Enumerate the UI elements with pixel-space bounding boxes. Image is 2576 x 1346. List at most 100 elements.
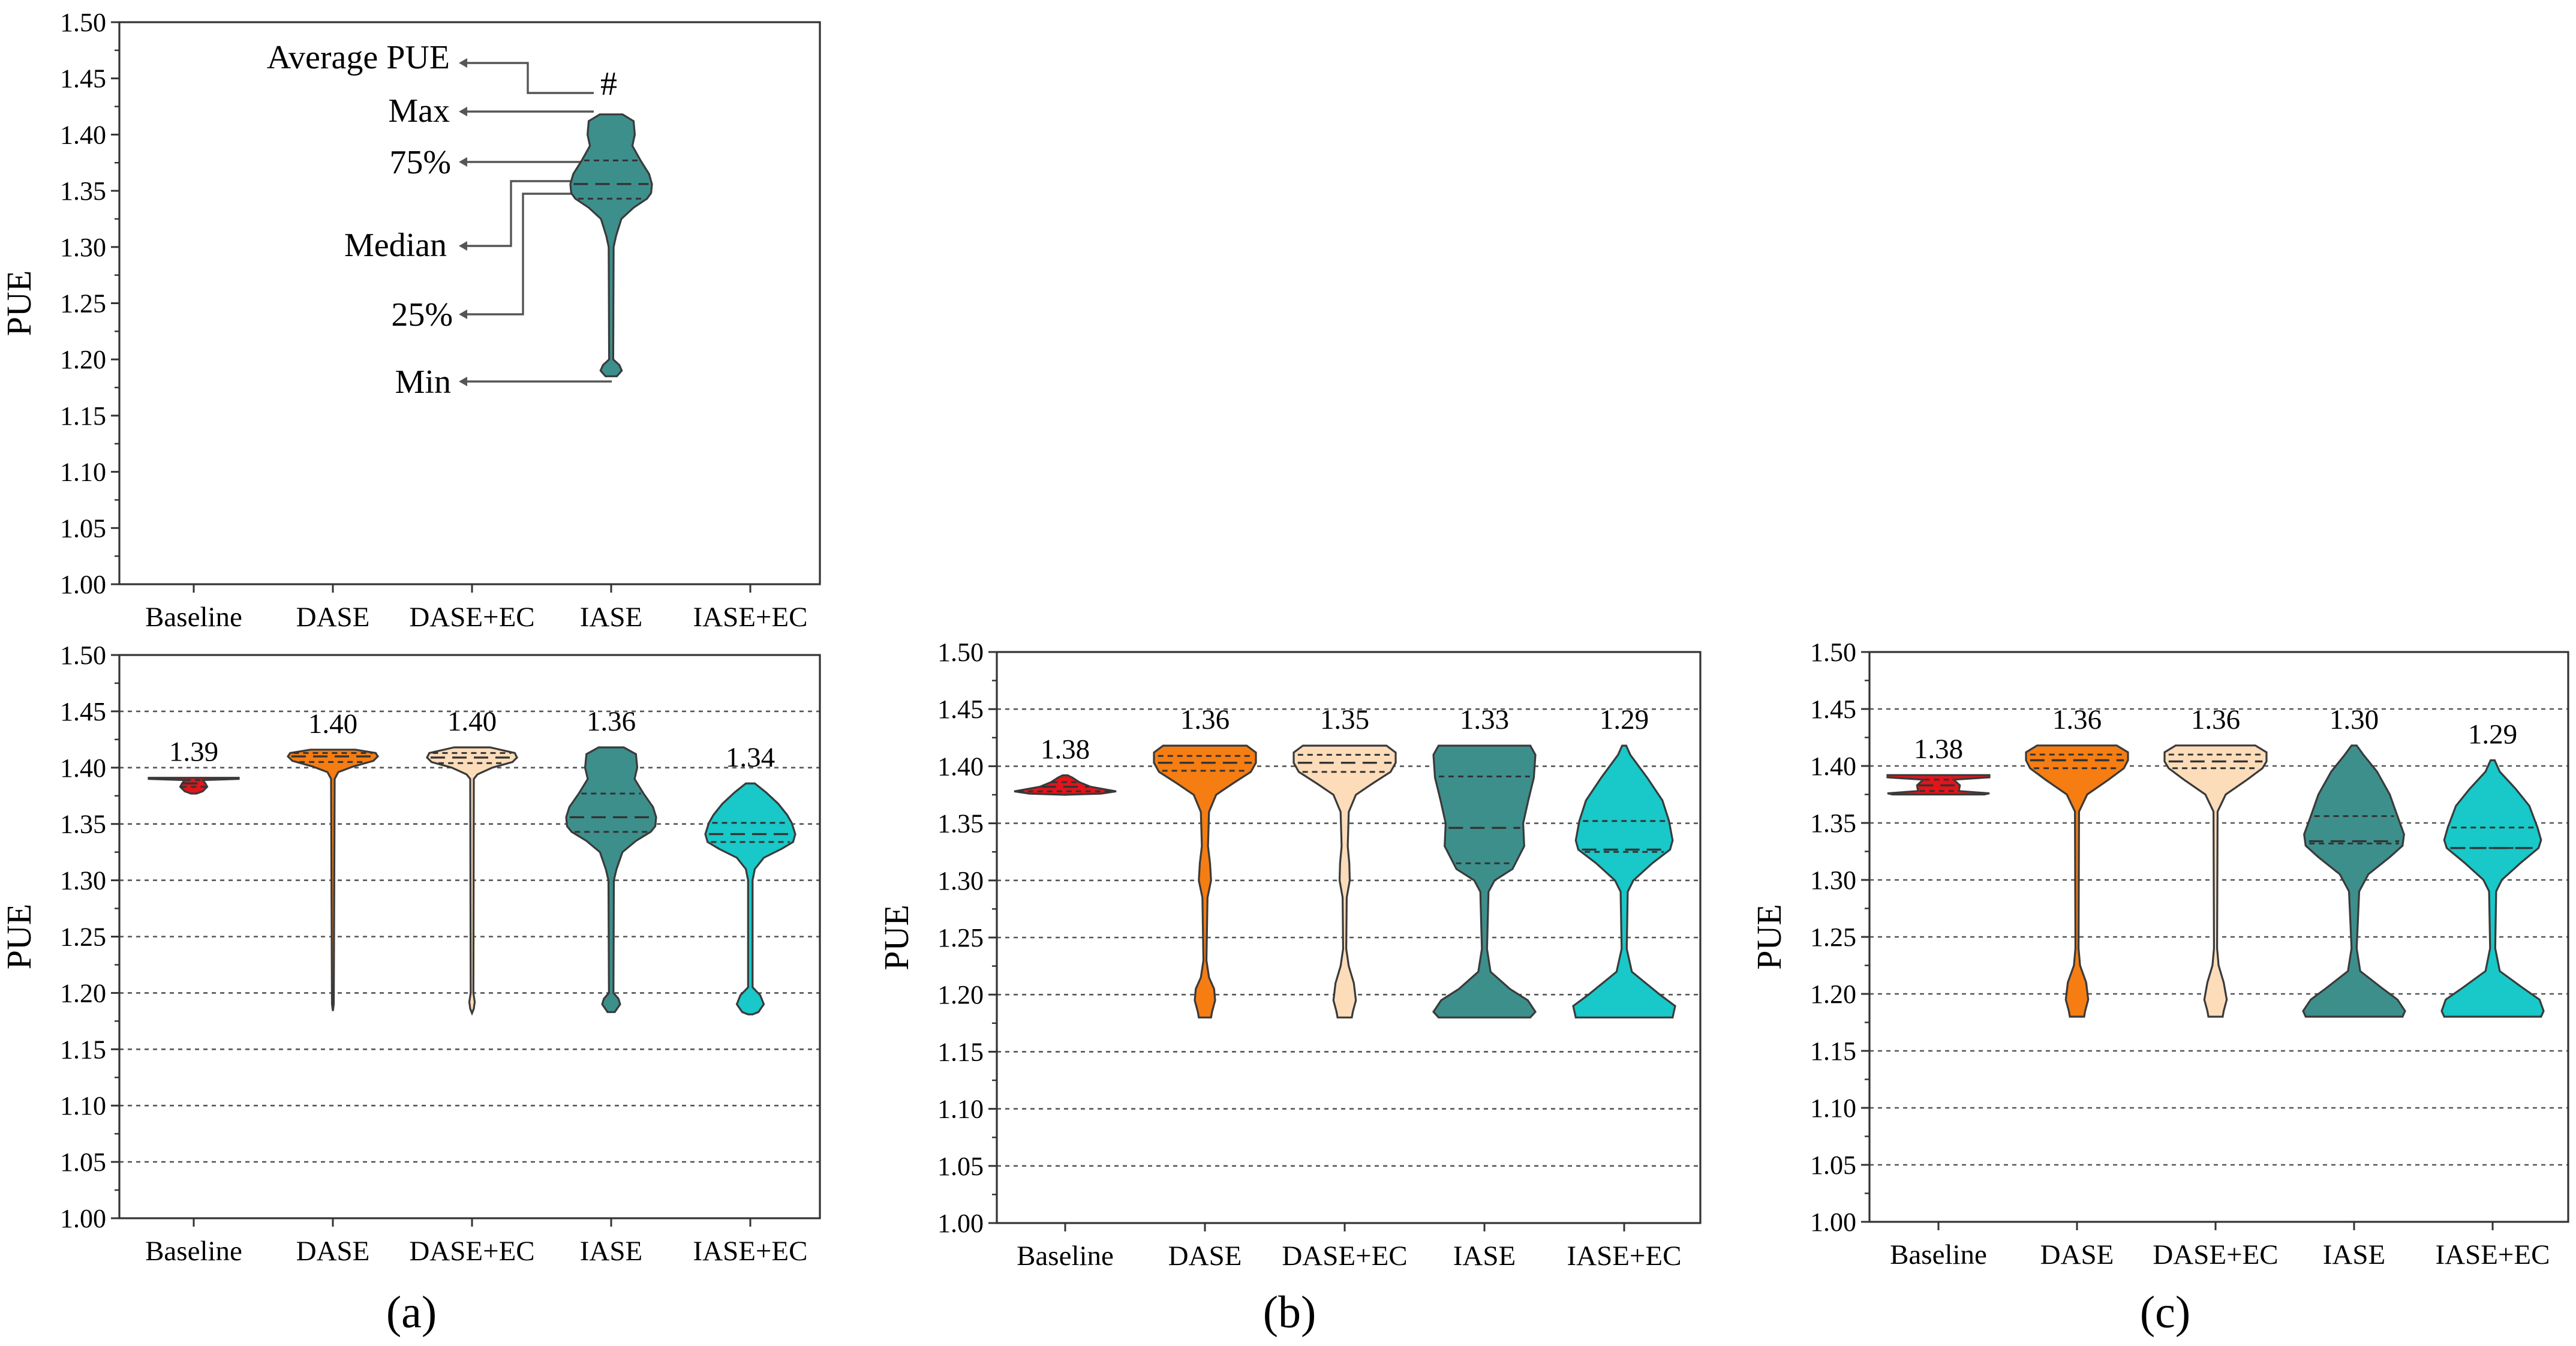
y-tick-label: 1.25	[937, 923, 984, 953]
violin-iase: 1.30	[2302, 704, 2406, 1018]
y-tick-label: 1.20	[937, 980, 984, 1010]
average-label: 1.40	[308, 708, 357, 740]
x-tick-label: IASE+EC	[693, 1236, 807, 1267]
violin-baseline: 1.38	[1014, 734, 1117, 796]
violin-dase-plus-ec: 1.40	[426, 706, 518, 1016]
violin-baseline: 1.39	[148, 737, 240, 795]
annotation-q75-label: 75%	[389, 144, 451, 181]
y-tick-label: 1.40	[1810, 752, 1856, 781]
x-tick-label: Baseline	[145, 1236, 242, 1267]
annotation-median-label: Median	[344, 227, 447, 264]
violin-body	[1886, 774, 1991, 796]
violin-body	[426, 746, 518, 1016]
annotation-average-symbol: #	[600, 65, 617, 103]
x-tick-label: IASE	[580, 602, 642, 633]
y-tick-label: 1.50	[60, 8, 106, 37]
y-tick-label: 1.30	[1810, 866, 1856, 895]
y-tick-label: 1.10	[1810, 1093, 1856, 1123]
annotation-group: Average PUE # Max 75% Median 25% Min	[267, 39, 617, 401]
violin-body	[2440, 759, 2545, 1018]
x-tick-label: IASE	[1453, 1240, 1516, 1272]
x-tick-label: IASE+EC	[1567, 1240, 1681, 1272]
violin-baseline: 1.38	[1886, 734, 1991, 796]
annotation-average-label: Average PUE	[267, 39, 450, 76]
x-tick-label: Baseline	[1890, 1239, 1987, 1270]
annotation-arrowheads	[459, 58, 467, 386]
y-tick-label: 1.20	[60, 978, 106, 1008]
panel-label-c: (c)	[2140, 1287, 2190, 1338]
plot-frame	[996, 651, 1702, 1224]
x-tick-label: IASE+EC	[693, 602, 807, 633]
violin-iase-plus-ec: 1.29	[1572, 704, 1676, 1018]
x-tick-label: DASE+EC	[2153, 1239, 2278, 1270]
y-tick-label: 1.45	[60, 697, 106, 726]
violin-dase-plus-ec: 1.35	[1292, 704, 1397, 1018]
y-tick-label: 1.20	[1810, 980, 1856, 1009]
panel-label-b: (b)	[1263, 1287, 1316, 1338]
violin-dase: 1.40	[286, 708, 380, 1011]
y-tick-label: 1.05	[1810, 1150, 1856, 1180]
y-tick-label: 1.50	[60, 641, 106, 670]
x-tick-label: IASE+EC	[2435, 1239, 2550, 1270]
violin-body	[565, 746, 657, 1013]
annotation-q25-label: 25%	[391, 296, 453, 334]
violin-iase: 1.33	[1432, 704, 1537, 1018]
violin-iase	[569, 113, 653, 377]
x-tick-label: DASE+EC	[409, 1236, 534, 1267]
y-tick-label: 1.50	[937, 638, 984, 667]
annotation-average-arrow	[465, 62, 594, 94]
chart-example: 1.00 1.05 1.10 1.15 1.20 1.25 1.30 1.35 1.40 1.45…	[0, 8, 821, 633]
annotation-max-label: Max	[388, 92, 450, 130]
y-axis-label: PUE	[877, 905, 916, 971]
y-tick-label: 1.05	[937, 1152, 984, 1181]
y-tick-label: 1.45	[937, 695, 984, 724]
average-label: 1.36	[587, 706, 636, 737]
y-tick-label: 1.05	[60, 1147, 106, 1177]
y-tick-label: 1.05	[60, 513, 106, 543]
y-tick-label: 1.35	[1810, 809, 1856, 838]
x-tick-label: DASE	[2040, 1239, 2114, 1270]
violin-iase: 1.36	[565, 706, 657, 1013]
average-label: 1.36	[2052, 704, 2102, 735]
y-tick-label: 1.35	[937, 809, 984, 839]
y-tick-label: 1.45	[1810, 695, 1856, 724]
y-tick-label: 1.25	[60, 289, 106, 319]
y-tick-label: 1.15	[937, 1037, 984, 1066]
chart-c: 1.00 1.05 1.10 1.15 1.20 1.25 1.30 1.35 1.40 1.45…	[1750, 638, 2569, 1270]
y-tick-label: 1.35	[60, 176, 106, 206]
violin-body	[1572, 744, 1676, 1018]
average-label: 1.29	[2468, 719, 2517, 750]
violin-body	[704, 782, 796, 1015]
y-tick-label: 1.15	[60, 401, 106, 431]
violin-dase: 1.36	[1153, 704, 1257, 1018]
chart-b: 1.00 1.05 1.10 1.15 1.20 1.25 1.30 1.35 1.40 1.45…	[877, 638, 1702, 1272]
x-tick-label: DASE+EC	[1282, 1240, 1407, 1272]
annotation-min-label: Min	[395, 363, 451, 401]
plot-frame	[118, 21, 821, 585]
average-label: 1.36	[2191, 704, 2240, 735]
annotation-median-arrow	[465, 180, 573, 247]
average-label: 1.39	[169, 737, 218, 768]
violin-body	[2025, 744, 2129, 1018]
y-tick-label: 1.00	[937, 1209, 984, 1238]
y-tick-label: 1.00	[60, 570, 106, 599]
average-label: 1.30	[2329, 704, 2379, 735]
y-tick-label: 1.35	[60, 810, 106, 839]
average-label: 1.35	[1320, 704, 1369, 735]
y-tick-label: 1.40	[60, 753, 106, 783]
y-tick-label: 1.15	[1810, 1036, 1856, 1066]
y-tick-label: 1.10	[937, 1095, 984, 1124]
y-tick-label: 1.15	[60, 1035, 106, 1064]
y-tick-label: 1.45	[60, 64, 106, 94]
y-tick-label: 1.00	[60, 1204, 106, 1233]
x-tick-label: DASE	[296, 1236, 370, 1267]
y-tick-label: 1.10	[60, 1091, 106, 1120]
average-label: 1.33	[1460, 704, 1509, 735]
violin-body	[2163, 744, 2268, 1018]
x-tick-label: IASE	[2323, 1239, 2385, 1270]
violin-body	[148, 777, 240, 795]
chart-a: 1.00 1.05 1.10 1.15 1.20 1.25 1.30 1.35 1.40 1.45…	[0, 641, 821, 1267]
x-tick-label: DASE	[296, 602, 370, 633]
x-tick-label: IASE	[580, 1236, 642, 1267]
